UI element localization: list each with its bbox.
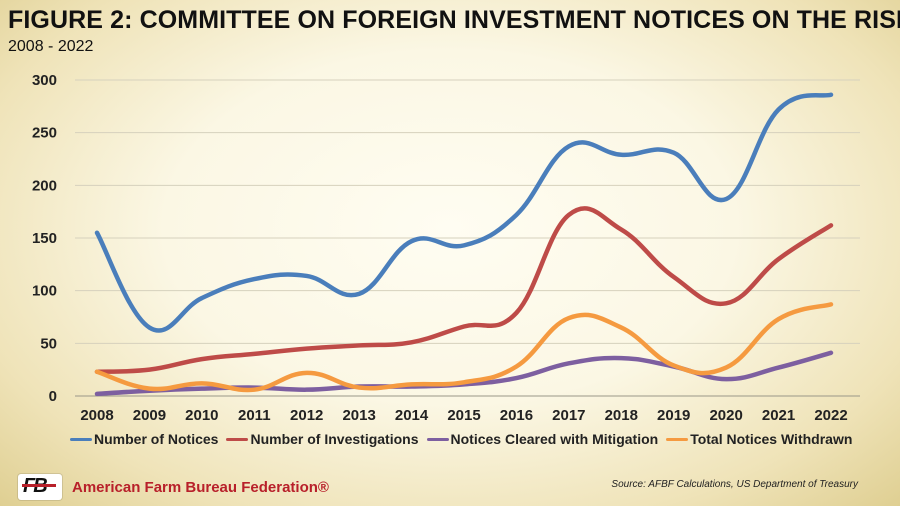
x-tick-label: 2016 [500,407,533,424]
y-axis-ticks: 0 50 100 150 200 250 300 [32,72,57,405]
y-tick-label: 50 [40,335,57,352]
fb-logo-icon: FB [18,474,62,500]
x-tick-label: 2019 [657,407,690,424]
series-line-total-notices-withdrawn [94,302,834,393]
y-tick-label: 250 [32,125,57,142]
gridlines [75,79,860,397]
x-tick-label: 2012 [290,407,323,424]
footer-branding: FB American Farm Bureau Federation® [18,474,329,500]
x-tick-label: 2011 [238,407,271,424]
legend-label: Notices Cleared with Mitigation [450,431,659,447]
x-tick-label: 2020 [709,407,742,424]
legend-swatch [70,437,92,441]
x-tick-label: 2021 [762,407,795,424]
x-tick-label: 2018 [605,407,638,424]
x-tick-label: 2017 [552,407,585,424]
x-tick-label: 2009 [133,407,166,424]
y-tick-label: 150 [32,230,57,247]
y-tick-label: 0 [49,388,57,405]
chart-title: FIGURE 2: COMMITTEE ON FOREIGN INVESTMEN… [8,6,900,34]
x-tick-label: 2014 [395,407,429,424]
x-tick-label: 2008 [80,407,113,424]
legend-swatch [426,437,449,441]
x-axis-ticks: 2008 2009 2010 2011 2012 2013 2014 2015 2016 2017… [80,407,847,424]
chart-subtitle: 2008 - 2022 [8,38,94,55]
legend-label: Number of Investigations [250,431,419,447]
legend-label: Number of Notices [94,431,219,447]
series-lines [94,92,834,397]
x-tick-label: 2015 [447,407,480,424]
legend-swatch [226,437,249,441]
chart-legend: Number of Notices Number of Investigation… [70,431,852,447]
x-tick-label: 2013 [342,407,375,424]
legend-item-number-of-investigations: Number of Investigations [226,431,419,447]
legend-item-total-notices-withdrawn: Total Notices Withdrawn [666,431,852,447]
legend-item-number-of-notices: Number of Notices [70,431,218,447]
x-tick-label: 2010 [185,407,218,424]
legend-label: Total Notices Withdrawn [690,431,853,447]
y-tick-label: 200 [32,177,57,194]
legend-item-notices-cleared-with-mitigation: Notices Cleared with Mitigation [426,431,659,447]
y-tick-label: 100 [32,283,57,300]
series-line-number-of-notices [94,92,834,333]
logo-stripe [22,484,56,487]
legend-swatch [666,437,689,441]
source-note: Source: AFBF Calculations, US Department… [611,479,858,490]
organization-name: American Farm Bureau Federation® [72,478,329,496]
x-tick-label: 2022 [814,407,847,424]
series-line-number-of-investigations [94,206,834,375]
y-tick-label: 300 [32,72,57,89]
